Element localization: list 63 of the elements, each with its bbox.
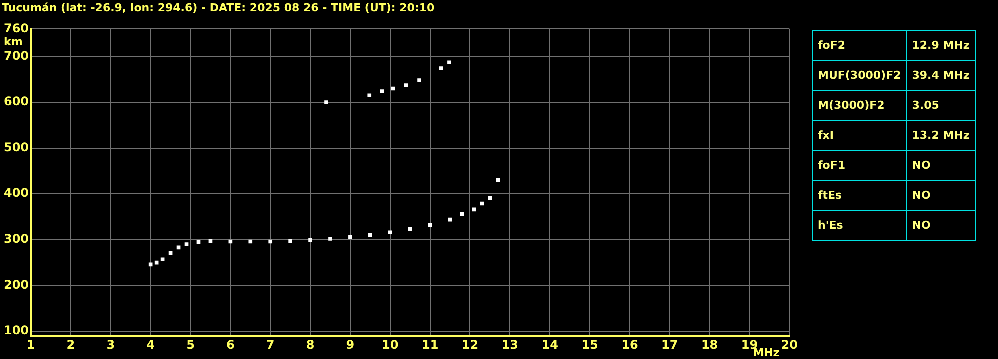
x-tick-label: 12 <box>462 338 479 352</box>
x-tick-label: 20 <box>781 338 798 352</box>
text: 39.4 MHz <box>906 60 976 90</box>
point <box>324 100 328 104</box>
x-tick-label: 6 <box>226 338 235 352</box>
x-tick-label: 17 <box>662 338 678 352</box>
point <box>328 237 332 241</box>
x-tick-label: 9 <box>346 338 355 352</box>
text: 12.9 MHz <box>906 30 976 60</box>
point <box>380 90 384 94</box>
x-tick-label: 11 <box>422 338 439 352</box>
point <box>248 240 253 244</box>
y-tick-label: 100 <box>4 324 30 338</box>
point <box>368 94 372 98</box>
text: NO <box>906 180 976 210</box>
text: h'Es <box>812 210 907 240</box>
y-tick-label: 600 <box>4 94 30 109</box>
text: fxI <box>812 120 907 150</box>
point <box>404 84 408 88</box>
point <box>439 66 444 71</box>
x-tick-label: 4 <box>146 338 156 352</box>
text: MUF(3000)F2 <box>812 60 907 90</box>
text: foF2 <box>812 30 907 60</box>
text: 13.2 MHz <box>906 120 976 150</box>
point <box>408 227 412 232</box>
x-tick-label: 7 <box>266 338 275 352</box>
x-tick-label: 14 <box>542 338 558 352</box>
x-tick-label: 16 <box>622 338 638 352</box>
point <box>184 242 189 246</box>
point <box>154 260 159 265</box>
chart-title: Tucumán (lat: -26.9, lon: 294.6) - DATE: 2025 08 26 - TIME (UT): 20:10 <box>2 1 435 14</box>
text: ftEs <box>812 180 907 210</box>
point <box>418 78 422 82</box>
y-axis-title: km <box>4 36 23 49</box>
y-tick-label: 300 <box>4 232 30 246</box>
text: NO <box>906 150 976 180</box>
y-tick-label: 400 <box>4 186 30 200</box>
point <box>448 60 452 65</box>
x-tick-label: 1 <box>26 338 36 352</box>
x-tick-label: 10 <box>382 338 399 352</box>
point <box>160 258 165 262</box>
point <box>388 230 392 235</box>
y-tick-label: 200 <box>4 278 30 292</box>
point <box>496 178 500 182</box>
x-tick-label: 13 <box>502 338 519 352</box>
point <box>288 239 292 244</box>
point <box>308 238 312 242</box>
x-tick-label: 15 <box>582 338 598 352</box>
text: NO <box>906 210 976 240</box>
point <box>268 240 273 244</box>
y-tick-label: 700 <box>4 48 30 63</box>
y-tick-label: 760 <box>4 21 30 36</box>
x-tick-label: 3 <box>106 338 116 352</box>
text: M(3000)F2 <box>812 90 907 120</box>
x-tick-label: 8 <box>306 338 315 352</box>
x-tick-label: 5 <box>186 338 195 352</box>
x-tick-label: 2 <box>66 338 76 352</box>
text: foF1 <box>812 150 907 180</box>
y-tick-label: 500 <box>4 140 30 154</box>
point <box>368 233 372 238</box>
point <box>348 235 352 240</box>
x-tick-label: 18 <box>701 338 718 352</box>
text: 3.05 <box>906 90 976 120</box>
